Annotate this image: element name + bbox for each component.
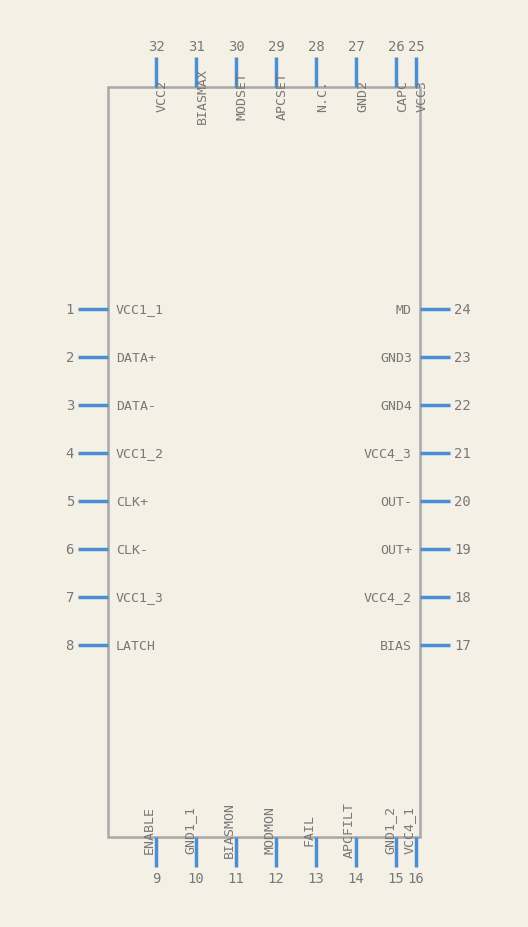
Text: BIASMON: BIASMON bbox=[223, 801, 236, 857]
Text: 5: 5 bbox=[65, 494, 74, 508]
Text: 23: 23 bbox=[454, 350, 471, 364]
Text: 4: 4 bbox=[65, 447, 74, 461]
Text: N.C.: N.C. bbox=[316, 80, 329, 112]
Text: CLK-: CLK- bbox=[116, 543, 148, 556]
Text: 29: 29 bbox=[268, 40, 285, 54]
Text: CAPC: CAPC bbox=[396, 80, 409, 112]
Text: VCC4_1: VCC4_1 bbox=[403, 806, 416, 853]
Text: VCC1_1: VCC1_1 bbox=[116, 303, 164, 316]
Text: MD: MD bbox=[396, 303, 412, 316]
Text: APCFILT: APCFILT bbox=[343, 801, 356, 857]
Text: DATA+: DATA+ bbox=[116, 351, 156, 364]
Text: 19: 19 bbox=[454, 542, 471, 556]
Text: OUT-: OUT- bbox=[380, 495, 412, 508]
Text: 31: 31 bbox=[187, 40, 204, 54]
Text: 1: 1 bbox=[65, 303, 74, 317]
Text: 3: 3 bbox=[65, 399, 74, 413]
Text: 15: 15 bbox=[388, 871, 404, 885]
Text: DATA-: DATA- bbox=[116, 399, 156, 413]
Text: 21: 21 bbox=[454, 447, 471, 461]
Text: 25: 25 bbox=[408, 40, 425, 54]
Bar bbox=[108, 88, 420, 837]
Text: MODSET: MODSET bbox=[236, 72, 249, 120]
Text: BIAS: BIAS bbox=[380, 639, 412, 652]
Text: 10: 10 bbox=[187, 871, 204, 885]
Text: 18: 18 bbox=[454, 590, 471, 604]
Text: GND1_1: GND1_1 bbox=[183, 806, 196, 853]
Text: APCSET: APCSET bbox=[276, 72, 289, 120]
Text: 14: 14 bbox=[347, 871, 364, 885]
Text: MODMON: MODMON bbox=[263, 806, 276, 853]
Text: BIASMAX: BIASMAX bbox=[196, 68, 209, 124]
Text: 24: 24 bbox=[454, 303, 471, 317]
Text: 11: 11 bbox=[228, 871, 244, 885]
Text: GND4: GND4 bbox=[380, 399, 412, 413]
Text: 7: 7 bbox=[65, 590, 74, 604]
Text: VCC3: VCC3 bbox=[416, 80, 429, 112]
Text: ENABLE: ENABLE bbox=[143, 806, 156, 853]
Text: 27: 27 bbox=[347, 40, 364, 54]
Text: 17: 17 bbox=[454, 639, 471, 653]
Text: LATCH: LATCH bbox=[116, 639, 156, 652]
Text: VCC2: VCC2 bbox=[156, 80, 169, 112]
Text: 6: 6 bbox=[65, 542, 74, 556]
Text: 30: 30 bbox=[228, 40, 244, 54]
Text: CLK+: CLK+ bbox=[116, 495, 148, 508]
Text: 16: 16 bbox=[408, 871, 425, 885]
Text: VCC1_3: VCC1_3 bbox=[116, 590, 164, 603]
Text: OUT+: OUT+ bbox=[380, 543, 412, 556]
Text: 8: 8 bbox=[65, 639, 74, 653]
Text: 22: 22 bbox=[454, 399, 471, 413]
Text: 9: 9 bbox=[152, 871, 160, 885]
Text: GND1_2: GND1_2 bbox=[383, 806, 396, 853]
Text: GND2: GND2 bbox=[356, 80, 369, 112]
Text: 20: 20 bbox=[454, 494, 471, 508]
Text: 13: 13 bbox=[308, 871, 324, 885]
Text: FAIL: FAIL bbox=[303, 813, 316, 845]
Text: 12: 12 bbox=[268, 871, 285, 885]
Text: 2: 2 bbox=[65, 350, 74, 364]
Text: GND3: GND3 bbox=[380, 351, 412, 364]
Text: VCC4_2: VCC4_2 bbox=[364, 590, 412, 603]
Text: 26: 26 bbox=[388, 40, 404, 54]
Text: VCC4_3: VCC4_3 bbox=[364, 447, 412, 460]
Text: 32: 32 bbox=[148, 40, 164, 54]
Text: VCC1_2: VCC1_2 bbox=[116, 447, 164, 460]
Text: 28: 28 bbox=[308, 40, 324, 54]
